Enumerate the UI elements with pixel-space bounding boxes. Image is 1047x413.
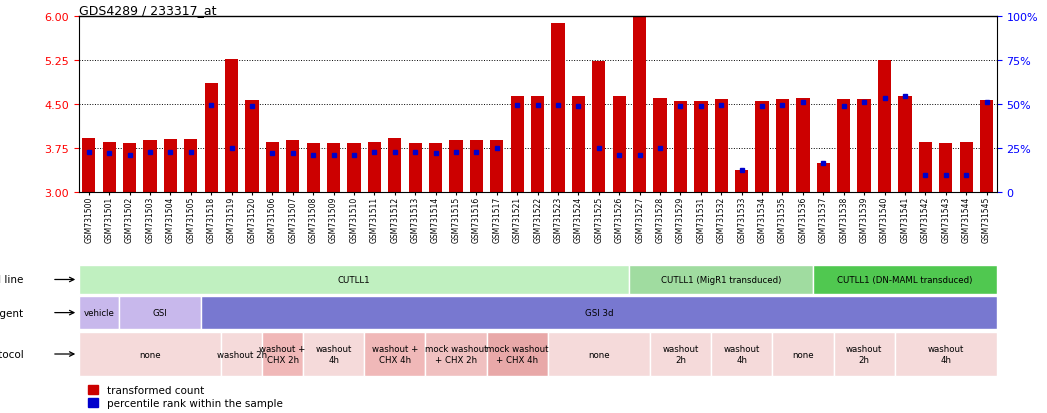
- Text: CUTLL1: CUTLL1: [338, 275, 371, 284]
- Bar: [286, 141, 299, 192]
- FancyBboxPatch shape: [814, 266, 997, 294]
- Bar: [143, 140, 157, 192]
- Text: protocol: protocol: [0, 349, 23, 359]
- Text: washout
4h: washout 4h: [723, 344, 760, 364]
- FancyBboxPatch shape: [262, 332, 303, 376]
- Bar: [470, 140, 483, 192]
- Text: washout
2h: washout 2h: [846, 344, 883, 364]
- Bar: [388, 138, 401, 192]
- Text: GDS4289 / 233317_at: GDS4289 / 233317_at: [79, 4, 216, 17]
- FancyBboxPatch shape: [487, 332, 548, 376]
- FancyBboxPatch shape: [833, 332, 895, 376]
- Bar: [266, 142, 279, 192]
- Bar: [918, 143, 932, 192]
- Bar: [857, 100, 871, 192]
- Text: washout
4h: washout 4h: [928, 344, 964, 364]
- Bar: [898, 97, 912, 192]
- Bar: [552, 24, 564, 192]
- Text: none: none: [588, 350, 609, 358]
- FancyBboxPatch shape: [79, 297, 119, 329]
- Text: mock washout
+ CHX 2h: mock washout + CHX 2h: [425, 344, 487, 364]
- Bar: [756, 101, 768, 192]
- Bar: [980, 101, 994, 192]
- FancyBboxPatch shape: [425, 332, 487, 376]
- FancyBboxPatch shape: [79, 266, 629, 294]
- Bar: [245, 101, 259, 192]
- Bar: [531, 97, 544, 192]
- FancyBboxPatch shape: [119, 297, 201, 329]
- Text: GSI 3d: GSI 3d: [584, 309, 614, 317]
- FancyBboxPatch shape: [303, 332, 364, 376]
- Bar: [429, 143, 442, 192]
- Bar: [122, 143, 136, 192]
- Bar: [797, 98, 809, 192]
- Bar: [776, 100, 789, 192]
- Text: washout +
CHX 2h: washout + CHX 2h: [260, 344, 306, 364]
- Text: CUTLL1 (DN-MAML transduced): CUTLL1 (DN-MAML transduced): [838, 275, 973, 284]
- Bar: [82, 138, 95, 192]
- FancyBboxPatch shape: [221, 332, 262, 376]
- Bar: [225, 60, 239, 192]
- Bar: [674, 101, 687, 192]
- Bar: [817, 164, 830, 192]
- Bar: [490, 141, 504, 192]
- Text: GSI: GSI: [153, 309, 168, 317]
- Text: cell line: cell line: [0, 275, 23, 285]
- Bar: [735, 171, 749, 192]
- FancyBboxPatch shape: [201, 297, 997, 329]
- Text: agent: agent: [0, 308, 23, 318]
- Text: washout +
CHX 4h: washout + CHX 4h: [372, 344, 418, 364]
- FancyBboxPatch shape: [364, 332, 425, 376]
- Text: washout
2h: washout 2h: [663, 344, 698, 364]
- Text: CUTLL1 (MigR1 transduced): CUTLL1 (MigR1 transduced): [661, 275, 781, 284]
- Bar: [715, 100, 728, 192]
- Bar: [348, 143, 360, 192]
- Bar: [184, 140, 198, 192]
- FancyBboxPatch shape: [711, 332, 773, 376]
- Bar: [449, 141, 463, 192]
- Bar: [653, 98, 667, 192]
- Text: none: none: [139, 350, 161, 358]
- Bar: [612, 97, 626, 192]
- Bar: [408, 143, 422, 192]
- FancyBboxPatch shape: [548, 332, 650, 376]
- Text: mock washout
+ CHX 4h: mock washout + CHX 4h: [486, 344, 549, 364]
- Bar: [204, 84, 218, 192]
- Bar: [572, 97, 585, 192]
- FancyBboxPatch shape: [895, 332, 997, 376]
- Bar: [593, 62, 605, 192]
- Legend: transformed count, percentile rank within the sample: transformed count, percentile rank withi…: [84, 381, 287, 412]
- Bar: [694, 101, 708, 192]
- Bar: [163, 140, 177, 192]
- Text: washout
4h: washout 4h: [315, 344, 352, 364]
- Text: none: none: [793, 350, 814, 358]
- Bar: [633, 18, 646, 192]
- Bar: [307, 143, 319, 192]
- Bar: [327, 144, 340, 192]
- Bar: [103, 142, 116, 192]
- Bar: [959, 143, 973, 192]
- Bar: [511, 97, 524, 192]
- Bar: [367, 142, 381, 192]
- Bar: [877, 60, 891, 192]
- Text: vehicle: vehicle: [84, 309, 114, 317]
- FancyBboxPatch shape: [650, 332, 711, 376]
- Text: washout 2h: washout 2h: [217, 350, 267, 358]
- FancyBboxPatch shape: [629, 266, 814, 294]
- FancyBboxPatch shape: [79, 332, 221, 376]
- FancyBboxPatch shape: [773, 332, 833, 376]
- Bar: [939, 143, 953, 192]
- Bar: [837, 100, 850, 192]
